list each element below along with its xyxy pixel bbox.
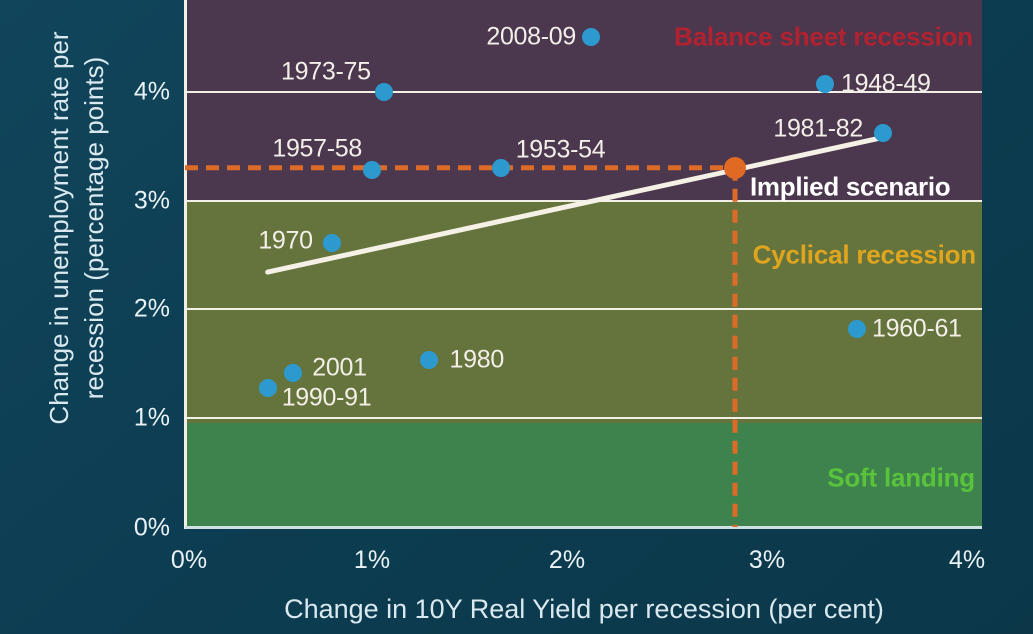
y-axis-title: Change in unemployment rate per recessio… xyxy=(42,0,112,468)
point-label-1980: 1980 xyxy=(449,345,505,374)
y-tick-label-3: 3% xyxy=(133,186,170,214)
point-label-1953-54: 1953-54 xyxy=(515,135,606,164)
x-tick-label-1: 1% xyxy=(353,546,391,574)
y-axis-title-line2: recession (percentage points) xyxy=(79,56,109,400)
y-tick-label-2: 2% xyxy=(133,294,170,323)
y-tick-label-0: 0% xyxy=(133,513,170,541)
trend-and-guide-lines xyxy=(185,135,882,527)
point-dot-1970 xyxy=(322,233,341,252)
implied-scenario-label: Implied scenario xyxy=(750,171,951,202)
y-axis-line xyxy=(184,0,187,529)
plot-area: Balance sheet recession Cyclical recessio… xyxy=(184,0,982,529)
point-label-1973-75: 1973-75 xyxy=(281,57,371,85)
x-tick-label-2: 2% xyxy=(548,546,586,574)
point-dot-1990-91 xyxy=(258,379,277,398)
data-labels: Balance sheet recession Cyclical recessio… xyxy=(185,0,982,527)
trend-line xyxy=(265,135,882,275)
point-dot-1948-49 xyxy=(816,74,834,93)
gridline-1pct xyxy=(185,416,982,419)
gridline-4pct xyxy=(185,90,982,93)
x-tick-label-3: 3% xyxy=(748,546,786,574)
y-tick-label-4: 4% xyxy=(133,77,170,105)
y-axis-title-line1: Change in unemployment rate per xyxy=(44,31,74,425)
point-label-1960-61: 1960-61 xyxy=(872,314,962,343)
gridline-2pct xyxy=(185,308,982,310)
point-label-1970: 1970 xyxy=(258,226,313,255)
point-label-1981-82: 1981-82 xyxy=(773,114,863,143)
x-tick-label-4: 4% xyxy=(948,546,986,574)
point-dot-1953-54 xyxy=(491,158,510,177)
point-label-1948-49: 1948-49 xyxy=(841,69,931,98)
point-label-1957-58: 1957-58 xyxy=(272,134,362,163)
x-tick-label-0: 0% xyxy=(170,546,208,574)
point-dot-1980 xyxy=(419,350,438,369)
point-label-2001: 2001 xyxy=(312,353,367,382)
x-axis-line xyxy=(185,526,982,529)
point-dot-1957-58 xyxy=(363,160,381,179)
zone-label-balance-sheet-recession: Balance sheet recession xyxy=(674,21,973,52)
y-tick-label-1: 1% xyxy=(133,403,170,431)
zone-band-soft-landing xyxy=(185,423,982,528)
implied-scenario-dot xyxy=(724,156,746,179)
point-label-1990-91: 1990-91 xyxy=(281,383,372,412)
point-dot-2008-09 xyxy=(582,28,600,46)
zone-label-soft-landing: Soft landing xyxy=(827,462,975,493)
point-dot-1981-82 xyxy=(874,123,892,142)
zone-band-cyclical-recession xyxy=(185,200,982,423)
x-axis-title: Change in 10Y Real Yield per recession (… xyxy=(284,594,884,624)
data-points xyxy=(185,0,982,527)
zone-label-cyclical-recession: Cyclical recession xyxy=(752,239,977,270)
point-dot-2001 xyxy=(284,364,303,382)
point-dot-1960-61 xyxy=(848,319,866,338)
point-label-2008-09: 2008-09 xyxy=(486,22,576,51)
point-dot-1973-75 xyxy=(374,82,393,101)
